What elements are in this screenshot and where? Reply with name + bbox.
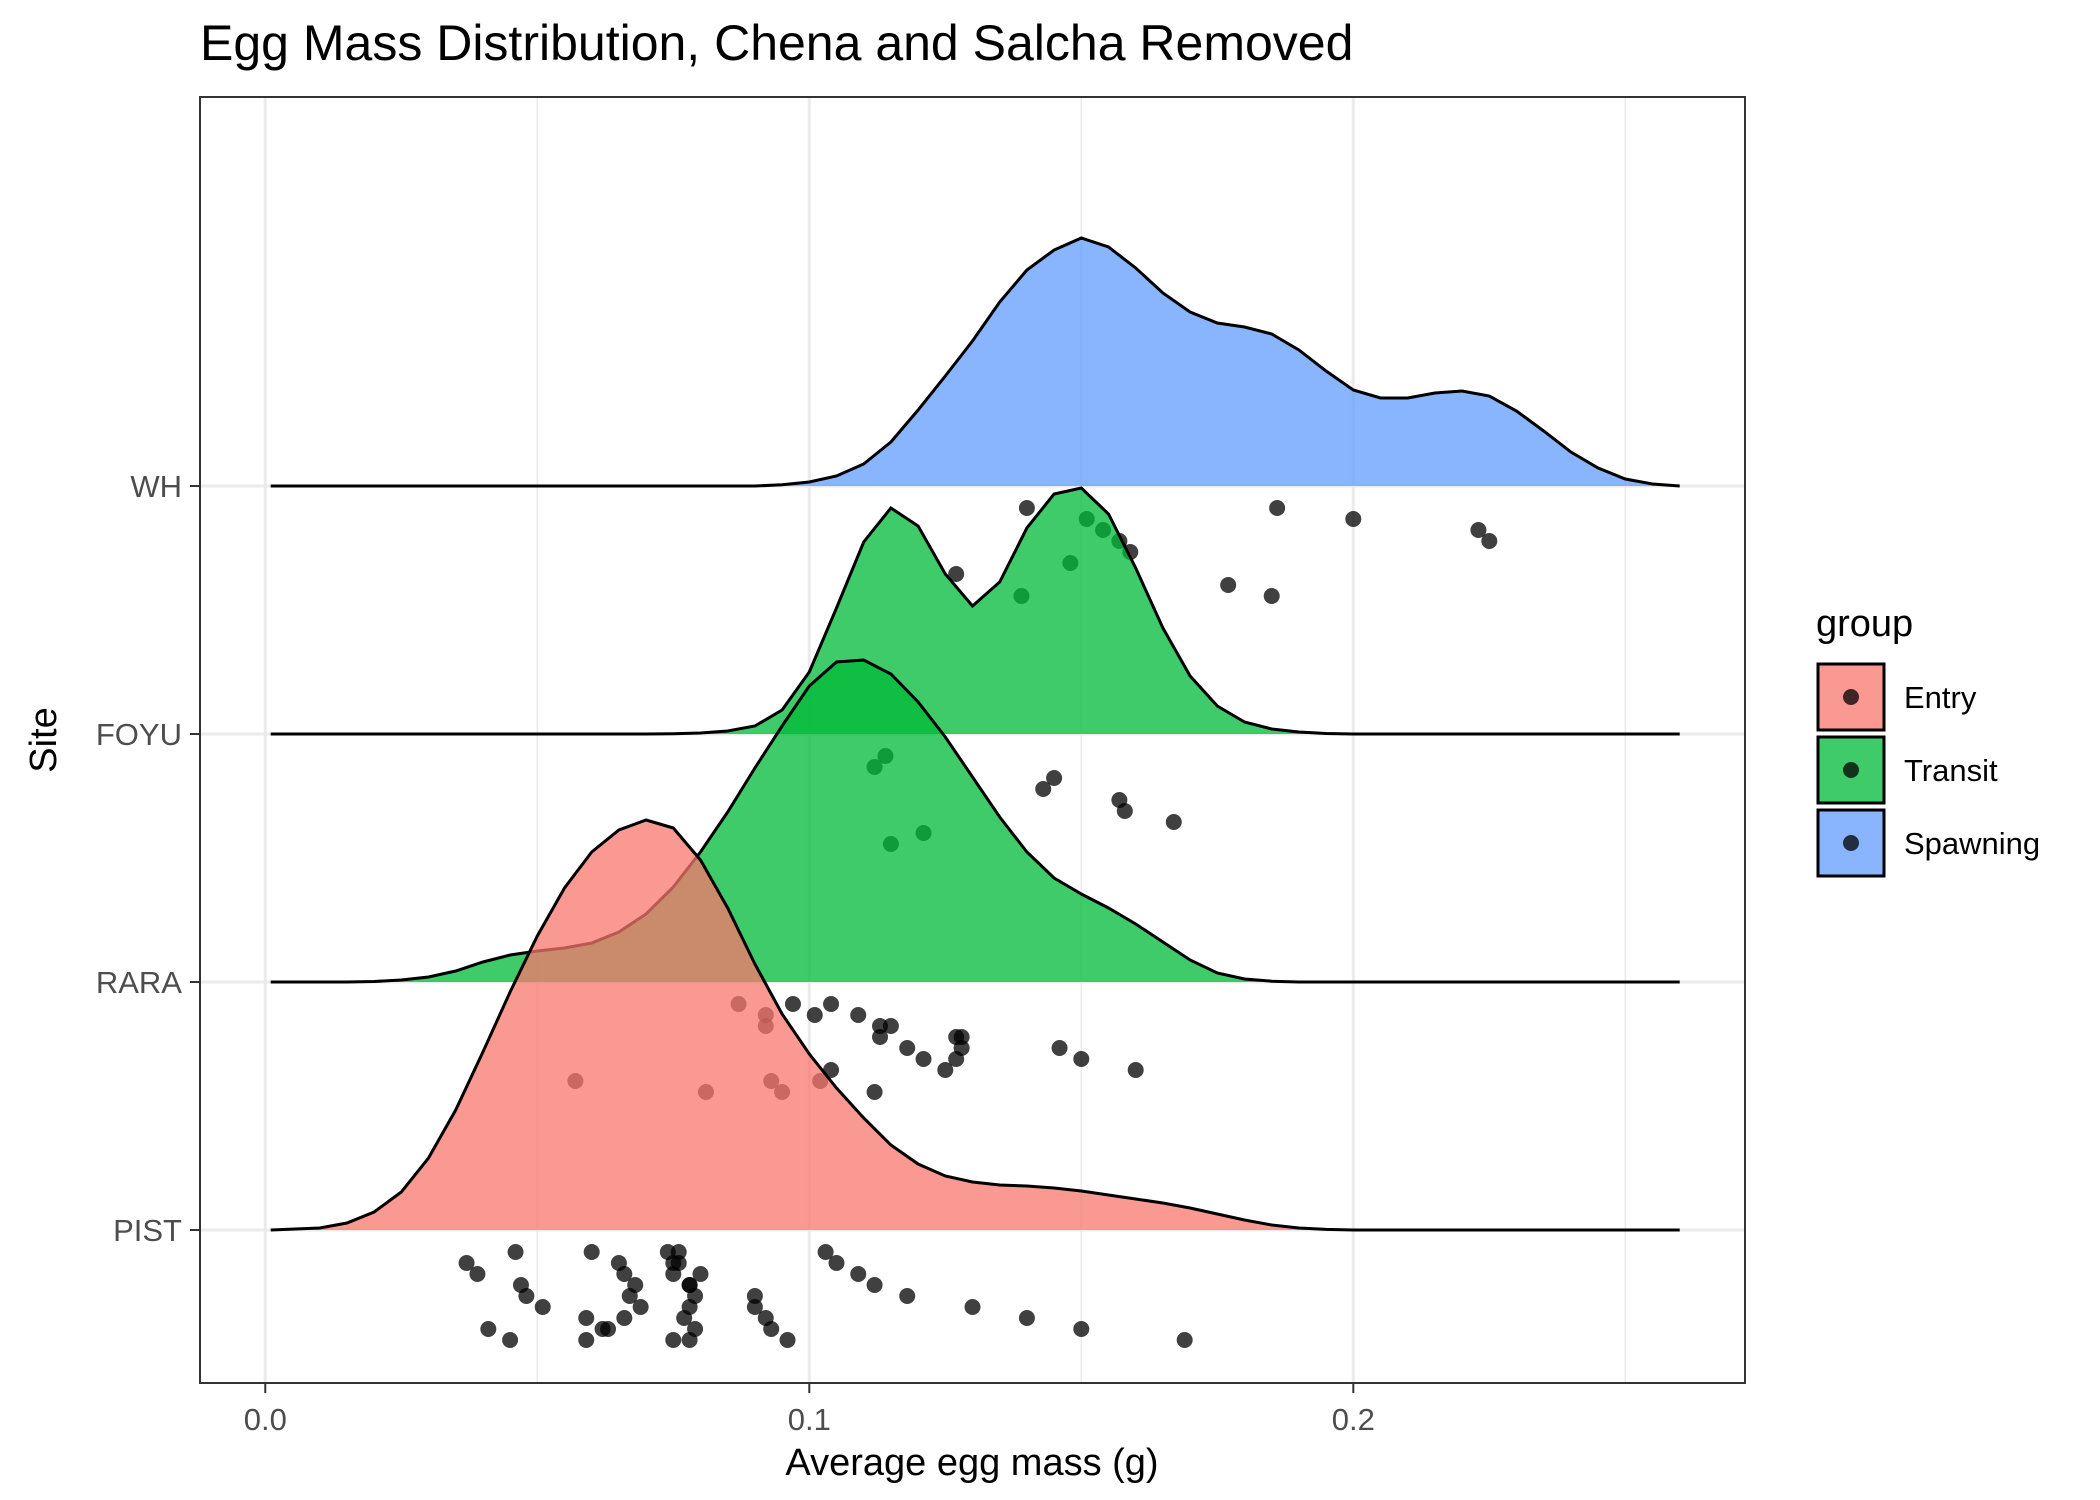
y-axis: PIST RARA FOYU WH [96,469,200,1248]
legend: group Entry Transit Spawning [1816,603,2040,878]
density-area-rara [270,660,1680,982]
data-point [899,1288,916,1304]
data-point [746,1299,763,1315]
legend-label: Spawning [1904,826,2040,861]
density-area-wh [270,238,1680,486]
x-tick-label: 0.0 [244,1402,287,1437]
legend-key-point [1843,762,1859,778]
data-point [676,1310,693,1326]
data-point [1051,1040,1068,1056]
data-point [1345,511,1362,527]
density-area-pist [270,820,1680,1230]
chart-title: Egg Mass Distribution, Chena and Salcha … [200,15,1353,71]
data-point [915,1051,932,1067]
data-point [1116,803,1133,819]
data-point [1176,1332,1193,1348]
x-tick-label: 0.1 [788,1402,831,1437]
data-point [806,1007,823,1023]
data-point [1127,1062,1144,1078]
data-point [866,1084,883,1100]
x-tick-label: 0.2 [1332,1402,1375,1437]
data-point [681,1277,698,1293]
y-tick-label: PIST [113,1213,182,1248]
data-point [953,1029,970,1045]
data-point [583,1244,600,1260]
data-point [817,1244,834,1260]
data-point [763,1321,780,1337]
data-point [621,1288,638,1304]
data-point [899,1040,916,1056]
data-point [1073,1321,1090,1337]
data-point [882,1018,899,1034]
data-point [872,1029,889,1045]
y-axis-title: Site [23,707,65,772]
data-point [518,1288,535,1304]
data-point [1046,770,1063,786]
data-point [632,1299,649,1315]
data-point [1481,533,1498,549]
data-point [469,1266,486,1282]
data-point [1263,588,1280,604]
density-outline-rara [270,658,1680,984]
legend-key-point [1843,689,1859,705]
data-point [1470,522,1487,538]
legend-key-point [1843,835,1859,851]
data-point [616,1310,633,1326]
data-point [665,1332,682,1348]
data-point [823,996,840,1012]
y-tick-label: RARA [96,965,182,1000]
y-tick-label: WH [130,469,182,504]
data-point [507,1244,524,1260]
density-outline-wh [270,236,1680,488]
data-point [681,1332,698,1348]
y-tick-label: FOYU [96,717,182,752]
density-outline-pist [270,818,1680,1232]
data-point [964,1299,981,1315]
density-area-foyu [270,488,1680,734]
data-point [937,1062,954,1078]
data-point [1018,500,1035,516]
data-point [480,1321,497,1337]
data-point [534,1299,551,1315]
data-point [948,566,965,582]
data-point [866,1277,883,1293]
data-point [1018,1310,1035,1326]
data-point [665,1266,682,1282]
legend-key [1816,662,1886,732]
data-point [784,996,801,1012]
data-point [850,1007,867,1023]
data-point [578,1310,595,1326]
data-point [953,1040,970,1056]
legend-label: Transit [1904,753,1998,788]
data-point [600,1321,617,1337]
plot-border [199,96,1746,1384]
data-point [828,1255,845,1271]
data-point [502,1332,519,1348]
data-point [1269,500,1286,516]
data-point [458,1255,475,1271]
legend-label: Entry [1904,680,1977,715]
legend-title: group [1816,603,1913,645]
x-axis: 0.0 0.1 0.2 [244,1383,1375,1437]
data-point [850,1266,867,1282]
data-point [1073,1051,1090,1067]
plot-area [200,97,1745,1383]
data-point [665,1255,682,1271]
data-point [692,1266,709,1282]
data-point [779,1332,796,1348]
density-outline-foyu [270,486,1680,736]
data-point [616,1266,633,1282]
data-point [1220,577,1237,593]
data-point [578,1332,595,1348]
data-point [746,1288,763,1304]
data-point [1165,814,1182,830]
x-axis-title: Average egg mass (g) [785,1442,1158,1484]
data-point [1035,781,1052,797]
